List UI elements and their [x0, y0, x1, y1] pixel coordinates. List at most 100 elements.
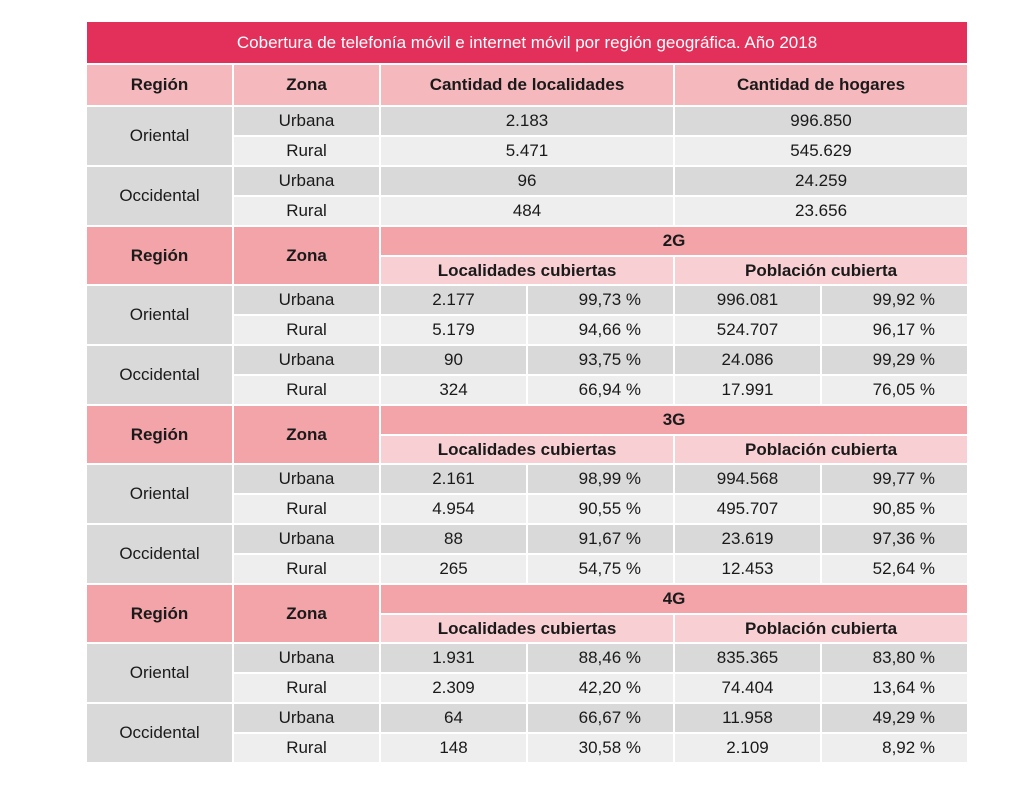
- header-cantidad-localidades: Cantidad de localidades: [381, 65, 673, 105]
- localidades-count-cell: 90: [381, 346, 526, 374]
- zona-cell: Rural: [234, 674, 379, 702]
- poblacion-pct-cell: 76,05 %: [822, 376, 968, 404]
- table-title: Cobertura de telefonía móvil e internet …: [87, 22, 968, 63]
- table-row: Occidental Urbana 88 91,67 % 23.619 97,36 %: [87, 525, 968, 583]
- localidades-pct-cell: 66,67 %: [528, 704, 673, 732]
- hogares-cell: 545.629: [675, 137, 968, 165]
- table-row: Rural 5.471 545.629: [87, 137, 968, 165]
- generation-header-row: Región Zona 3G: [87, 406, 968, 463]
- zona-cell: Rural: [234, 376, 379, 404]
- table-row: Rural 148 30,58 % 2.109 8,92 %: [87, 734, 968, 762]
- zona-cell: Urbana: [234, 346, 379, 374]
- poblacion-pct-cell: 13,64 %: [822, 674, 968, 702]
- poblacion-count-cell: 835.365: [675, 644, 820, 672]
- coverage-table: Cobertura de telefonía móvil e internet …: [85, 20, 969, 764]
- poblacion-count-cell: 994.568: [675, 465, 820, 493]
- generation-header-row: Región Zona 2G: [87, 227, 968, 284]
- region-cell: Occidental: [87, 167, 232, 225]
- table-row: Rural 484 23.656: [87, 197, 968, 225]
- table-title-row: Cobertura de telefonía móvil e internet …: [87, 22, 968, 63]
- localidades-cell: 96: [381, 167, 673, 195]
- table-row: Rural 2.309 42,20 % 74.404 13,64 %: [87, 674, 968, 702]
- header-region: Región: [87, 227, 232, 284]
- header-cantidad-hogares: Cantidad de hogares: [675, 65, 968, 105]
- generation-subheader-row: Localidades cubiertas Población cubierta: [87, 615, 968, 642]
- zona-cell: Urbana: [234, 525, 379, 553]
- generation-label: 3G: [381, 406, 968, 434]
- zona-cell: Urbana: [234, 167, 379, 195]
- header-region: Región: [87, 65, 232, 105]
- localidades-count-cell: 148: [381, 734, 526, 762]
- poblacion-pct-cell: 97,36 %: [822, 525, 968, 553]
- generation-label: 4G: [381, 585, 968, 613]
- zona-cell: Urbana: [234, 704, 379, 732]
- zona-cell: Rural: [234, 555, 379, 583]
- poblacion-count-cell: 17.991: [675, 376, 820, 404]
- summary-header-row: Región Zona Cantidad de localidades Cant…: [87, 65, 968, 105]
- header-localidades-cubiertas: Localidades cubiertas: [381, 436, 673, 463]
- zona-cell: Rural: [234, 734, 379, 762]
- table-row: Occidental Urbana 64 66,67 % 11.958 49,29 %: [87, 704, 968, 762]
- localidades-pct-cell: 98,99 %: [528, 465, 673, 493]
- poblacion-count-cell: 495.707: [675, 495, 820, 523]
- poblacion-pct-cell: 99,92 %: [822, 286, 968, 314]
- localidades-pct-cell: 88,46 %: [528, 644, 673, 672]
- header-localidades-cubiertas: Localidades cubiertas: [381, 615, 673, 642]
- header-zona: Zona: [234, 65, 379, 105]
- zona-cell: Urbana: [234, 107, 379, 135]
- localidades-pct-cell: 93,75 %: [528, 346, 673, 374]
- localidades-count-cell: 265: [381, 555, 526, 583]
- poblacion-count-cell: 996.081: [675, 286, 820, 314]
- poblacion-pct-cell: 96,17 %: [822, 316, 968, 344]
- table-row: Oriental Urbana 2.183 996.850: [87, 107, 968, 165]
- zona-cell: Rural: [234, 495, 379, 523]
- localidades-count-cell: 1.931: [381, 644, 526, 672]
- hogares-cell: 24.259: [675, 167, 968, 195]
- header-zona: Zona: [234, 406, 379, 463]
- localidades-count-cell: 2.309: [381, 674, 526, 702]
- localidades-cell: 2.183: [381, 107, 673, 135]
- zona-cell: Rural: [234, 316, 379, 344]
- table-row: Oriental Urbana 2.177 99,73 % 996.081 99,92 %: [87, 286, 968, 344]
- header-zona: Zona: [234, 585, 379, 642]
- generation-subheader-row: Localidades cubiertas Población cubierta: [87, 436, 968, 463]
- generation-header-row: Región Zona 4G: [87, 585, 968, 642]
- header-poblacion-cubierta: Población cubierta: [675, 257, 968, 284]
- poblacion-count-cell: 74.404: [675, 674, 820, 702]
- localidades-pct-cell: 91,67 %: [528, 525, 673, 553]
- table-row: Occidental Urbana 96 24.259: [87, 167, 968, 225]
- hogares-cell: 996.850: [675, 107, 968, 135]
- generation-label: 2G: [381, 227, 968, 255]
- zona-cell: Rural: [234, 137, 379, 165]
- header-localidades-cubiertas: Localidades cubiertas: [381, 257, 673, 284]
- localidades-count-cell: 64: [381, 704, 526, 732]
- poblacion-pct-cell: 99,29 %: [822, 346, 968, 374]
- region-cell: Oriental: [87, 644, 232, 702]
- localidades-count-cell: 4.954: [381, 495, 526, 523]
- localidades-pct-cell: 99,73 %: [528, 286, 673, 314]
- region-cell: Occidental: [87, 704, 232, 762]
- table-row: Rural 265 54,75 % 12.453 52,64 %: [87, 555, 968, 583]
- localidades-cell: 484: [381, 197, 673, 225]
- poblacion-count-cell: 12.453: [675, 555, 820, 583]
- poblacion-pct-cell: 99,77 %: [822, 465, 968, 493]
- table-row: Oriental Urbana 1.931 88,46 % 835.365 83,80 %: [87, 644, 968, 702]
- region-cell: Oriental: [87, 107, 232, 165]
- poblacion-count-cell: 11.958: [675, 704, 820, 732]
- localidades-pct-cell: 30,58 %: [528, 734, 673, 762]
- region-cell: Occidental: [87, 525, 232, 583]
- table-row: Occidental Urbana 90 93,75 % 24.086 99,29 %: [87, 346, 968, 404]
- region-cell: Occidental: [87, 346, 232, 404]
- region-cell: Oriental: [87, 286, 232, 344]
- header-zona: Zona: [234, 227, 379, 284]
- zona-cell: Urbana: [234, 644, 379, 672]
- poblacion-count-cell: 524.707: [675, 316, 820, 344]
- header-poblacion-cubierta: Población cubierta: [675, 615, 968, 642]
- region-cell: Oriental: [87, 465, 232, 523]
- generation-subheader-row: Localidades cubiertas Población cubierta: [87, 257, 968, 284]
- table-row: Rural 5.179 94,66 % 524.707 96,17 %: [87, 316, 968, 344]
- table-row: Rural 324 66,94 % 17.991 76,05 %: [87, 376, 968, 404]
- poblacion-pct-cell: 90,85 %: [822, 495, 968, 523]
- poblacion-pct-cell: 52,64 %: [822, 555, 968, 583]
- header-region: Región: [87, 406, 232, 463]
